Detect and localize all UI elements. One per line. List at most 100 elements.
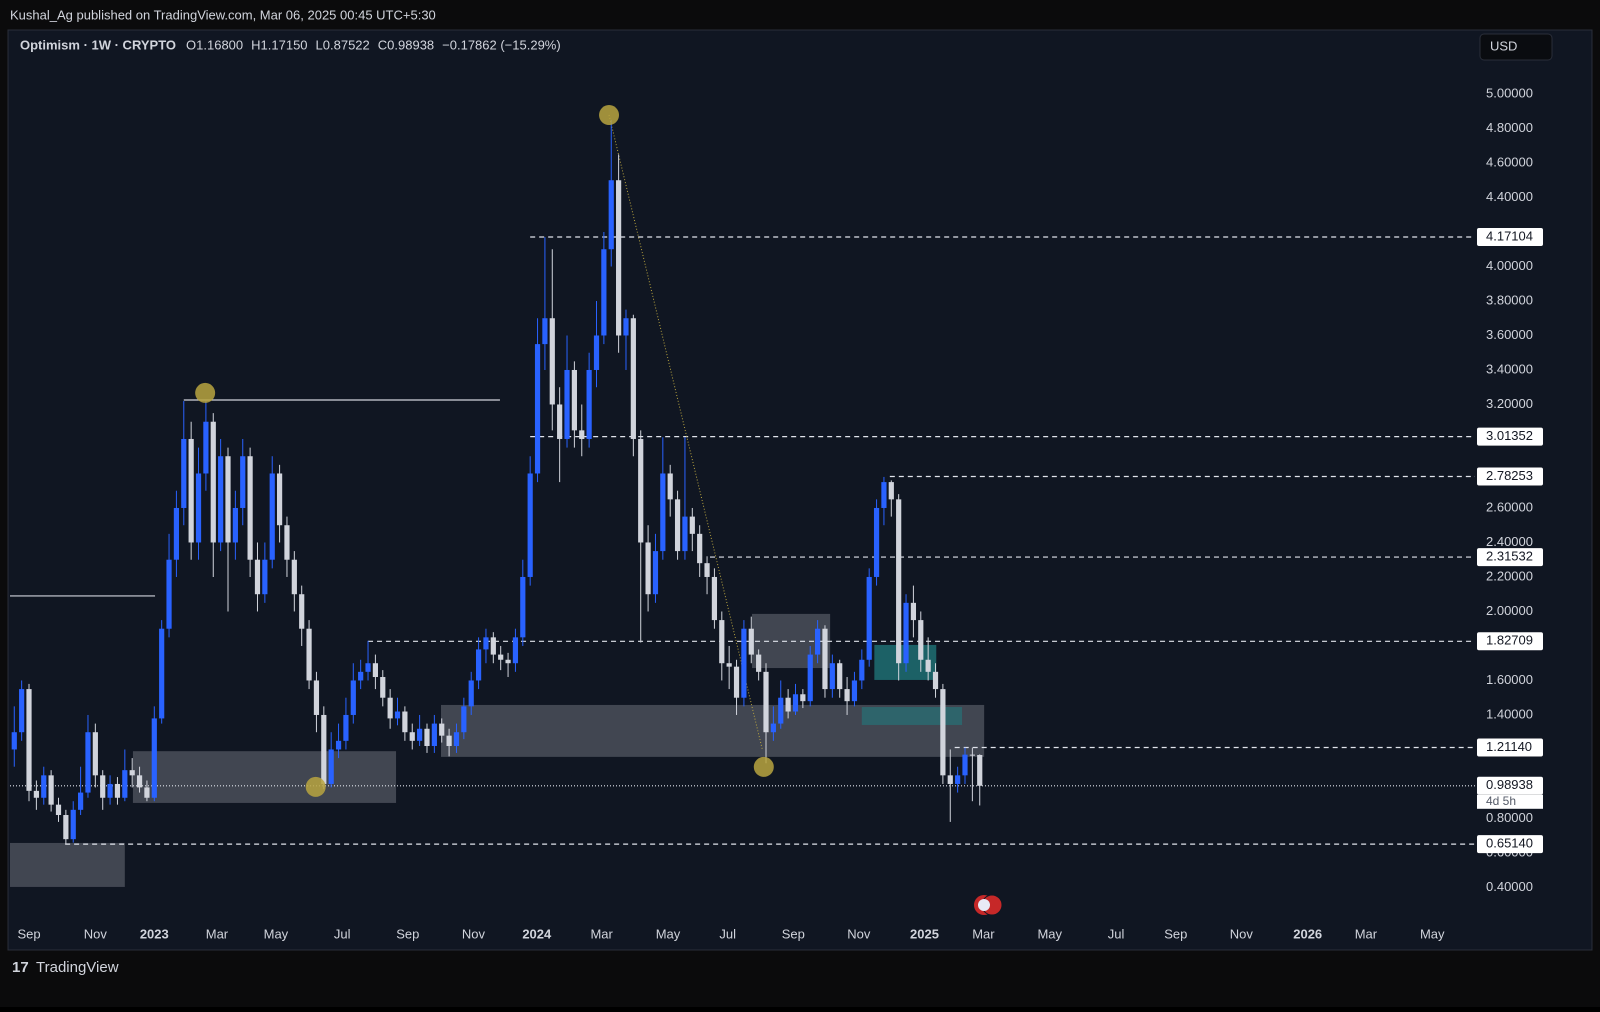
candle-body (498, 654, 504, 660)
candle-body (534, 344, 541, 474)
candle-body (409, 732, 415, 741)
candle-body (299, 594, 305, 629)
y-tick-label: 2.00000 (1486, 603, 1533, 618)
candle-body (682, 516, 688, 552)
level-label: 2.78253 (1486, 468, 1533, 483)
candle-body (977, 754, 983, 786)
x-tick-label: Mar (972, 926, 995, 941)
x-tick-label: Sep (17, 926, 40, 941)
candle-body (756, 654, 762, 672)
candle-body (122, 770, 128, 798)
candle-body (203, 421, 209, 474)
candle-body (557, 404, 563, 439)
candle-body (100, 775, 106, 798)
candle-body (814, 628, 821, 655)
level-label-box (1477, 738, 1543, 757)
candle-body (778, 697, 784, 724)
level-label-box (1477, 427, 1543, 446)
event-icon[interactable] (974, 894, 1003, 916)
candle-body (166, 559, 172, 629)
ohlc-key: O (186, 37, 196, 52)
candle-body (800, 694, 806, 702)
candle-body (888, 482, 894, 500)
candle-body (107, 783, 113, 798)
candle-body (262, 559, 268, 595)
ohlc-key: H (251, 37, 260, 52)
candle-body (719, 620, 725, 664)
x-tick-label: Sep (1164, 926, 1187, 941)
candle-body (483, 637, 489, 650)
zone (10, 842, 125, 887)
candle-body (932, 671, 939, 690)
candle-body (276, 473, 283, 526)
candle-body (129, 770, 135, 776)
currency-button[interactable] (1479, 33, 1553, 61)
ohlc-value: 1.16800 (196, 37, 243, 52)
candle-body (564, 369, 570, 439)
candle-body (697, 533, 703, 564)
marker (599, 105, 620, 126)
candle-body (225, 456, 231, 543)
candle-body (439, 723, 445, 736)
level-label: 1.82709 (1486, 633, 1533, 648)
candle-body (380, 677, 386, 698)
level-label: 3.01352 (1486, 428, 1533, 443)
ohlc-key: C (378, 37, 387, 52)
y-tick-label: 3.60000 (1486, 327, 1533, 342)
candle-body (910, 602, 917, 621)
candle-body (652, 551, 659, 595)
candle-body (159, 628, 165, 719)
candle-body (512, 637, 519, 664)
candle-body (144, 787, 150, 798)
candle-body (188, 438, 194, 543)
candle-body (343, 714, 349, 741)
candle-body (940, 689, 946, 776)
candle-body (674, 499, 681, 552)
candle-body (711, 576, 718, 621)
y-tick-label: 2.40000 (1486, 534, 1533, 549)
candle-body (247, 456, 253, 560)
candle-body (114, 783, 121, 798)
candle-body (19, 689, 25, 733)
legend: Optimism · 1W · CRYPTO O 1.16800 H 1.17150 L… (20, 37, 561, 52)
candle-body (527, 473, 533, 577)
candle-body (873, 507, 880, 577)
level-label-box (1477, 632, 1543, 651)
candle-body (925, 659, 931, 672)
zone (861, 707, 963, 725)
candle-body (151, 718, 157, 798)
symbol: Optimism · 1W · CRYPTO (20, 37, 176, 52)
candle-body (78, 792, 84, 810)
flag-icon (978, 899, 990, 911)
candle-body (586, 369, 592, 439)
ohlc-value: 0.98938 (387, 37, 434, 52)
marker (195, 382, 216, 403)
candle-body (785, 697, 791, 712)
candle-body (431, 723, 437, 747)
candle-body (284, 525, 290, 560)
x-tick-label: Mar (1355, 926, 1378, 941)
candle-body (851, 680, 858, 702)
candle-body (520, 576, 526, 638)
level-label-box (1477, 467, 1543, 486)
candle-body (269, 473, 275, 560)
candle-body (896, 499, 902, 664)
candle-body (593, 335, 600, 370)
candle-body (26, 689, 32, 791)
x-tick-label: May (1420, 926, 1445, 941)
candle-body (335, 740, 342, 750)
candle-body (660, 473, 666, 552)
y-tick-label: 4.40000 (1486, 189, 1533, 204)
candle-body (350, 680, 356, 715)
candle-body (579, 430, 585, 439)
candle-body (630, 318, 636, 439)
candle-body (446, 735, 452, 747)
level-label: 1.21140 (1486, 739, 1532, 754)
level-label: 0.98938 (1486, 777, 1533, 792)
x-tick-label: 2026 (1293, 926, 1322, 941)
candle-body (306, 628, 312, 681)
candle-body (549, 318, 555, 405)
candle-body (741, 628, 747, 698)
trend-line (608, 114, 763, 750)
